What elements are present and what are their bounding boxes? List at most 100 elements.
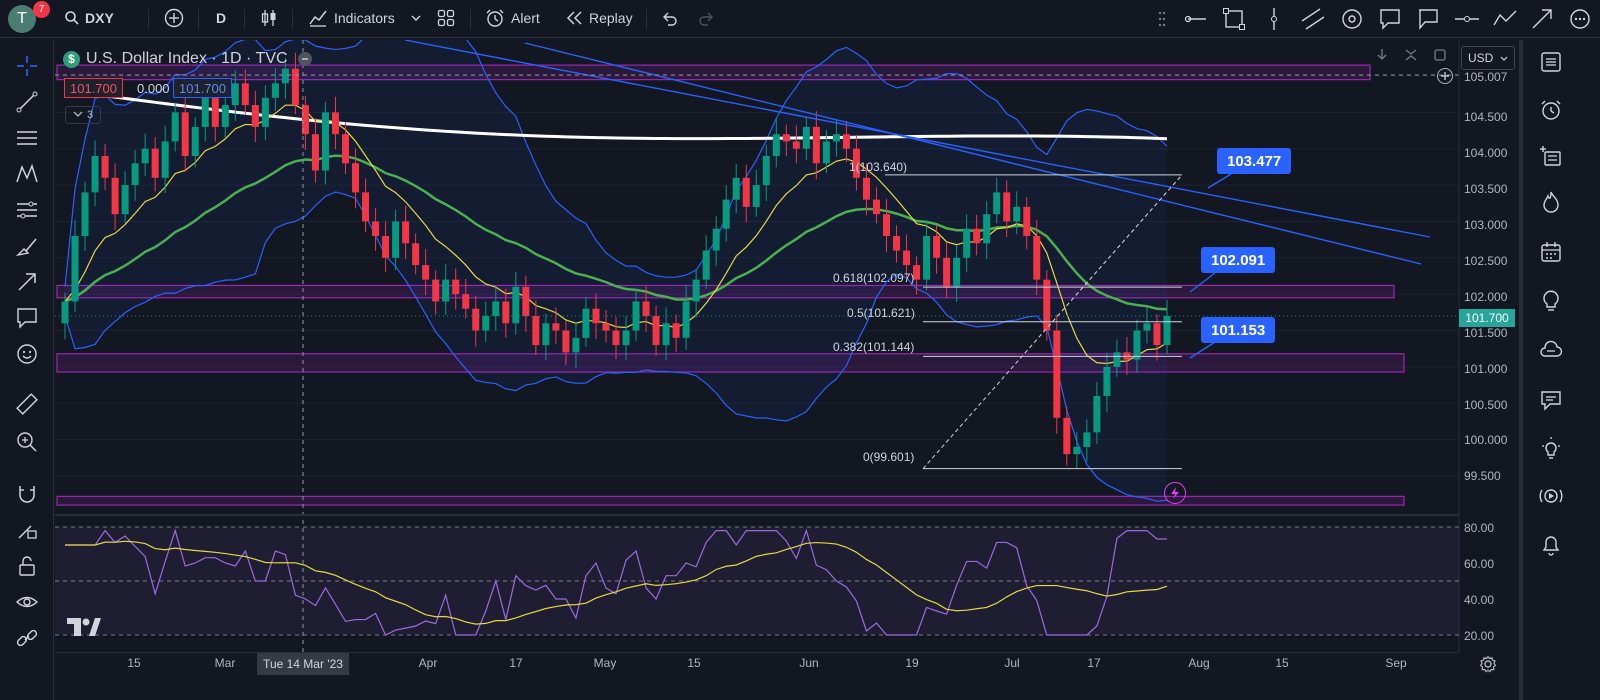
candle (291, 68, 299, 106)
bell-icon (1539, 532, 1563, 561)
alerts-panel-button[interactable] (1535, 96, 1567, 128)
sell-price-box[interactable]: 101.700 (64, 78, 123, 98)
candle (111, 177, 119, 215)
streams-button[interactable] (1535, 482, 1567, 514)
callout-102091[interactable]: 102.091 (1201, 247, 1276, 273)
candle (281, 68, 289, 84)
replay-button[interactable]: Replay (565, 0, 633, 36)
time-label: 17 (509, 656, 523, 670)
fib-tool[interactable] (13, 126, 41, 154)
time-label: May (593, 656, 617, 670)
currency-label: USD (1468, 51, 1494, 65)
hotlists-button[interactable] (1535, 188, 1567, 220)
callout-pointer (1189, 341, 1216, 359)
rsi-tick: 40.00 (1464, 593, 1495, 607)
candle (241, 83, 249, 106)
callout-101153[interactable]: 101.153 (1201, 317, 1276, 343)
buy-price-box[interactable]: 101.700 (173, 78, 232, 98)
candle (251, 105, 259, 127)
candle (512, 286, 520, 324)
indicators-button[interactable]: Indicators (308, 0, 395, 36)
ideas-button[interactable] (1535, 286, 1567, 318)
candle (1043, 279, 1051, 331)
indicators-collapse-button[interactable]: 3 (65, 106, 101, 124)
notifications-button[interactable] (1535, 530, 1567, 562)
community-button[interactable] (1535, 336, 1567, 368)
price-chart-svg[interactable] (55, 40, 1515, 680)
lightning-icon[interactable] (1164, 482, 1186, 504)
comment-icon[interactable] (1378, 7, 1402, 36)
series-legend[interactable]: $ U.S. Dollar Index · 1D · TVC (63, 49, 312, 69)
chats-button[interactable] (1535, 386, 1567, 418)
magnet-tool[interactable] (13, 482, 41, 510)
parallel-channel-icon[interactable] (1300, 7, 1326, 36)
forecast-tool[interactable] (13, 198, 41, 226)
scroll-down-icon[interactable] (1375, 48, 1389, 67)
trendline-lower (524, 42, 1422, 265)
stay-in-drawing-tool[interactable] (13, 518, 41, 546)
price-line-icon[interactable] (1454, 8, 1480, 35)
watchlist-button[interactable] (1535, 48, 1567, 80)
text-note-tool[interactable] (13, 306, 41, 334)
object-tree-button[interactable] (1535, 142, 1567, 174)
callout-103477[interactable]: 103.477 (1217, 148, 1292, 174)
symbol-search-button[interactable]: DXY (64, 0, 114, 36)
candle (71, 236, 79, 302)
drag-handle-icon[interactable] (1158, 11, 1166, 32)
zoom-tool[interactable] (13, 430, 41, 458)
alert-button[interactable]: Alert (485, 0, 540, 36)
redo-button[interactable] (698, 0, 716, 36)
indicator-templates-chevron[interactable] (410, 0, 422, 36)
time-label: Jun (799, 656, 819, 670)
candle (161, 141, 169, 178)
undo-button[interactable] (660, 0, 678, 36)
candle (602, 323, 610, 331)
candle (462, 294, 470, 309)
callout-icon[interactable] (1416, 7, 1440, 36)
chart-type-button[interactable] (259, 0, 279, 36)
vertical-line-icon[interactable] (1262, 7, 1286, 36)
path-icon[interactable] (1492, 7, 1518, 36)
hide-drawings-tool[interactable] (13, 590, 41, 618)
trend-line-tool[interactable] (13, 90, 41, 118)
currency-selector[interactable]: USD (1461, 46, 1515, 70)
emoji-tool[interactable] (13, 342, 41, 370)
eye-icon (15, 590, 39, 619)
tips-button[interactable] (1535, 434, 1567, 466)
chart-pane[interactable]: $ U.S. Dollar Index · 1D · TVC 101.700 0… (55, 40, 1515, 680)
rectangle-icon[interactable] (1222, 7, 1246, 36)
calendar-button[interactable] (1535, 238, 1567, 270)
arrow-tool[interactable] (13, 270, 41, 298)
candle (1153, 323, 1161, 346)
maximize-pane-icon[interactable] (1433, 48, 1447, 67)
collapse-pane-icon[interactable] (1404, 48, 1418, 67)
price-tick: 103.000 (1464, 218, 1508, 232)
user-avatar[interactable]: T (8, 5, 36, 33)
gear-icon (1479, 655, 1497, 677)
brush-tool[interactable] (13, 234, 41, 262)
add-level-icon[interactable] (1437, 68, 1453, 84)
pattern-tool[interactable] (13, 162, 41, 190)
minus-circle-icon[interactable] (297, 52, 312, 66)
crosshair-tool[interactable] (13, 54, 41, 82)
measure-tool[interactable] (13, 392, 41, 420)
remove-drawings-tool[interactable] (13, 626, 41, 654)
time-axis[interactable]: 15 Mar Apr 17 May 15 Jun 19 Jul 17 Aug 1… (55, 652, 1459, 678)
interval-button[interactable]: D (216, 10, 227, 26)
candle (572, 337, 580, 353)
layout-button[interactable] (437, 0, 455, 36)
arrow-line-icon[interactable] (1530, 7, 1554, 36)
plus-circle-icon (164, 8, 184, 28)
compare-symbol-button[interactable] (164, 0, 184, 36)
horizontal-ray-icon[interactable] (1184, 8, 1208, 35)
target-icon[interactable] (1340, 7, 1364, 36)
notification-badge[interactable]: 7 (33, 1, 50, 18)
more-icon[interactable] (1568, 7, 1592, 36)
candle (1033, 236, 1041, 280)
candle (923, 236, 931, 280)
candle (321, 112, 329, 171)
indicators-label: Indicators (334, 10, 395, 26)
tradingview-logo[interactable] (67, 618, 101, 642)
chart-settings-button[interactable] (1479, 655, 1497, 678)
lock-drawings-tool[interactable] (13, 554, 41, 582)
